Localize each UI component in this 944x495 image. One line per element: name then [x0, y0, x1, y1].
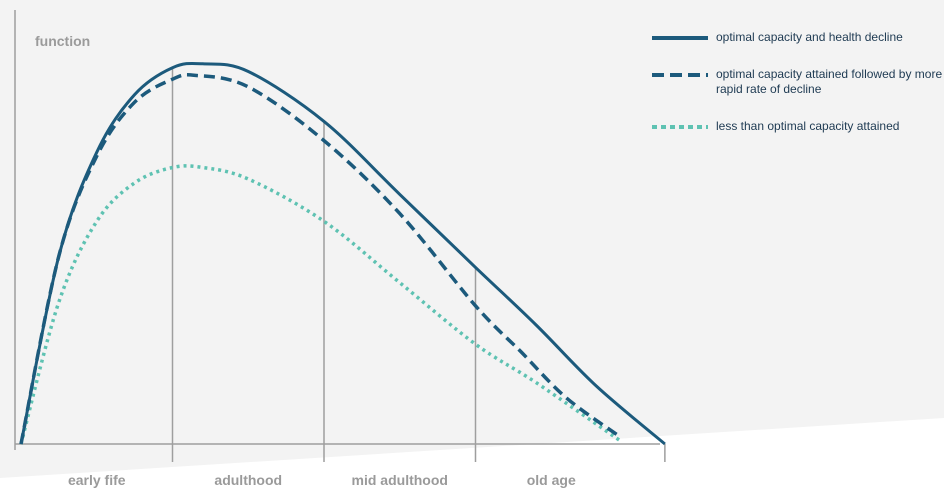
legend-item: optimal capacity and health decline — [650, 30, 944, 70]
legend-swatch — [652, 36, 708, 40]
legend-item: less than optimal capacity attained — [650, 119, 944, 159]
legend-label: optimal capacity and health decline — [716, 30, 903, 44]
series-line-dashed — [19, 73, 621, 445]
x-tick-label: mid adulthood — [351, 472, 448, 488]
chart-lines — [19, 61, 666, 446]
series-line-dotted — [19, 164, 621, 445]
series-line-solid — [19, 61, 666, 446]
y-axis-label: function — [35, 33, 91, 49]
legend-item: optimal capacity attained followed by mo… — [650, 67, 944, 107]
legend-label: less than optimal capacity attained — [716, 119, 900, 133]
x-tick-label: early fife — [67, 472, 126, 488]
x-tick-label: old age — [526, 472, 576, 488]
legend-swatch — [652, 73, 708, 77]
legend-label: optimal capacity attained followed by mo… — [716, 67, 943, 96]
x-tick-label: adulthood — [214, 472, 283, 488]
legend-swatch — [652, 125, 708, 129]
chart-axes — [14, 10, 666, 462]
